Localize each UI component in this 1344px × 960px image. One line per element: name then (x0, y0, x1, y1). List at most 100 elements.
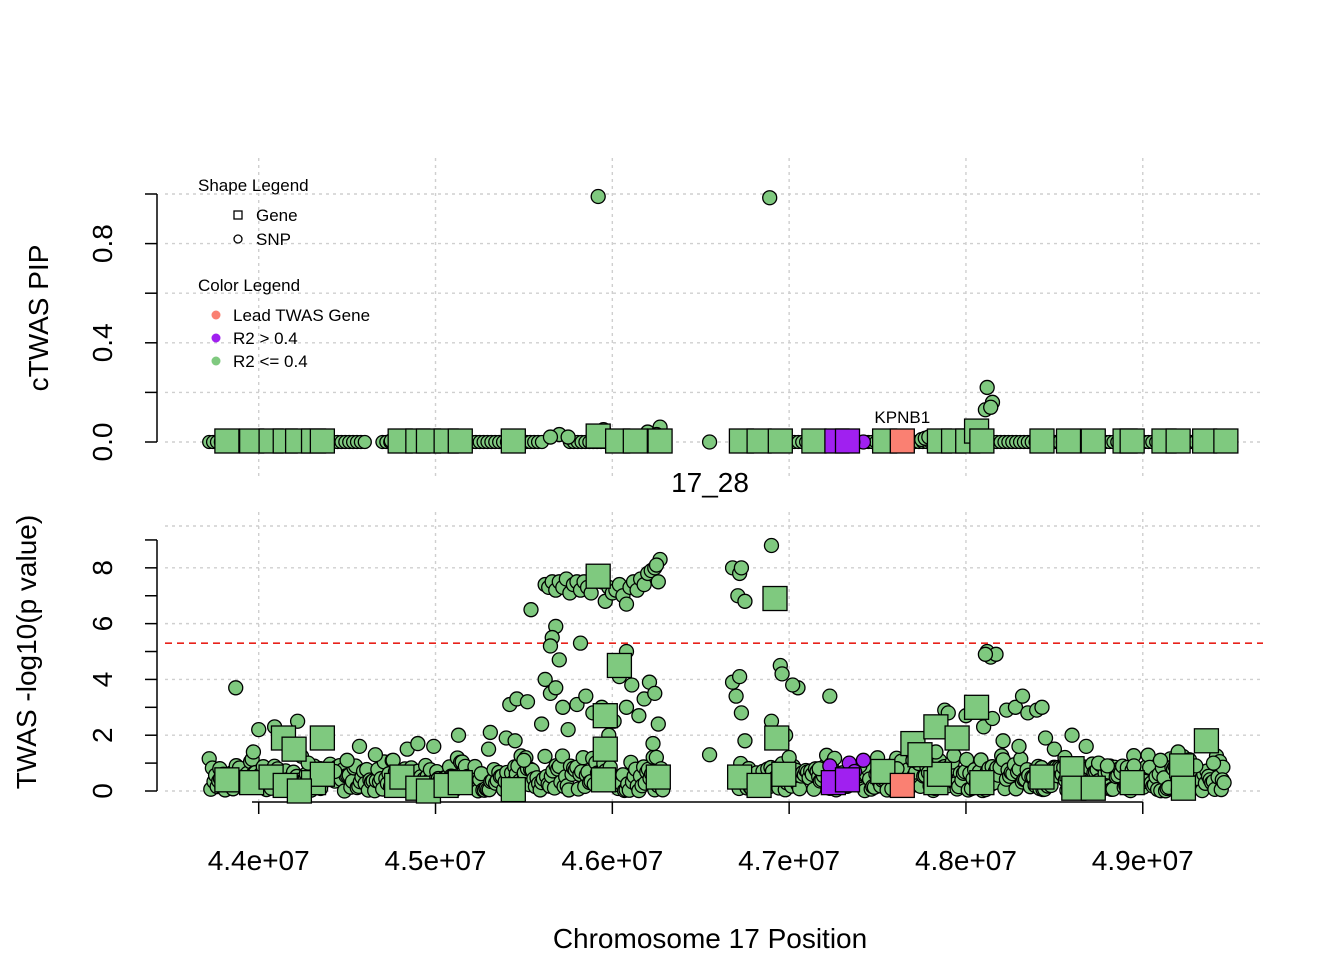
gene-point (1119, 428, 1145, 454)
gene-point (764, 725, 790, 751)
snp-point (650, 574, 666, 590)
snp-point (728, 688, 744, 704)
snp-point (482, 724, 498, 741)
gene-point (447, 769, 473, 796)
position-x-axis: 4.4e+07 4.5e+07 4.6e+07 4.7e+07 4.8e+07 4.9e+… (208, 801, 1194, 876)
pip-points (202, 188, 1239, 454)
snp-point (701, 747, 718, 763)
snp-point (1064, 727, 1080, 743)
gene-point (1169, 753, 1195, 779)
gene-point (767, 428, 793, 454)
snp-point (1007, 699, 1024, 715)
snp-point (533, 716, 550, 732)
gene-point (281, 736, 307, 762)
snp-point (1099, 758, 1116, 774)
gene-point (1029, 764, 1055, 790)
snp-point (647, 685, 663, 702)
gene-point (647, 428, 673, 454)
snp-point (1037, 730, 1054, 746)
gene-point (907, 742, 933, 768)
snp-point (251, 721, 267, 738)
twas-y-tick-label: 0 (87, 783, 118, 799)
snp-point (578, 688, 594, 704)
gene-point (1080, 428, 1106, 454)
x-tick-label: 4.9e+07 (1092, 845, 1194, 876)
gene-point (214, 428, 240, 454)
gene-point (746, 428, 772, 454)
gene-point (645, 764, 671, 790)
gene-point (309, 761, 336, 787)
snp-point (1152, 752, 1169, 768)
legend-color-label: R2 > 0.4 (233, 329, 298, 348)
x-tick-label: 4.4e+07 (208, 845, 310, 876)
snp-point (516, 752, 532, 768)
snp-point (519, 694, 536, 710)
twas-y-tick-label: 2 (87, 727, 118, 743)
gene-point (286, 778, 313, 804)
snp-point (554, 748, 571, 764)
gene-point (923, 714, 949, 740)
twas-y-tick-label: 8 (87, 560, 118, 576)
legend-color-label: Lead TWAS Gene (233, 306, 370, 325)
snp-point (357, 434, 372, 450)
snp-point (737, 593, 753, 609)
snp-point (1205, 755, 1222, 771)
snp-point (624, 677, 640, 693)
gene-point (1213, 428, 1239, 454)
snp-point (572, 635, 589, 651)
pip-panel: 0.0 0.4 0.8 cTWAS PIP Shape Legend Gene SNP… (23, 158, 1263, 478)
pip-y-tick-label: 0.8 (87, 224, 118, 263)
snp-point (542, 638, 559, 654)
snp-point (763, 537, 780, 554)
snp-point (762, 190, 778, 206)
gene-point (622, 428, 648, 454)
legend: Shape Legend Gene SNP Color Legend Lead T… (198, 176, 370, 371)
snp-point (733, 560, 750, 576)
gene-point (309, 428, 336, 454)
gene-point (963, 694, 990, 720)
snp-point (339, 752, 355, 768)
shape-legend-title: Shape Legend (198, 176, 309, 195)
snp-point (548, 680, 564, 696)
gene-point (590, 767, 617, 793)
snp-point (737, 733, 753, 749)
snp-point (450, 727, 467, 743)
snp-point (1011, 738, 1027, 755)
snp-point (1216, 774, 1232, 791)
snp-point (774, 666, 790, 682)
pip-y-axis: 0.0 0.4 0.8 (87, 193, 158, 462)
legend-shape-label: SNP (256, 230, 291, 249)
x-tick-label: 4.8e+07 (915, 845, 1017, 876)
pip-y-tick-label: 0.0 (87, 423, 118, 462)
twas-y-axis: 0 2 4 6 8 (87, 539, 158, 799)
gene-point (500, 776, 526, 803)
gene-point (1170, 775, 1197, 801)
color-legend-title: Color Legend (198, 276, 300, 295)
x-tick-label: 4.5e+07 (385, 845, 487, 876)
lead-gene-point (889, 428, 915, 454)
x-axis-title: Chromosome 17 Position (553, 923, 867, 954)
gene-point-high-r2 (834, 428, 861, 454)
snp-point (1046, 741, 1063, 757)
gene-point (606, 652, 633, 679)
twas-y-tick-label: 6 (87, 616, 118, 632)
snp-point (289, 713, 306, 729)
gene-point (771, 761, 797, 787)
snp-point (523, 602, 539, 618)
gene-point (592, 736, 618, 762)
gene-point (447, 428, 473, 454)
snp-point (979, 379, 995, 396)
legend-color-label: R2 <= 0.4 (233, 352, 308, 371)
snp-point (995, 733, 1011, 749)
legend-color-swatch (211, 333, 221, 343)
snp-point (648, 557, 665, 573)
snp-point (551, 652, 567, 668)
snp-point (1014, 688, 1031, 704)
gene-point (1193, 728, 1220, 754)
snp-point (977, 646, 994, 662)
snp-point (245, 744, 262, 760)
snp-point (590, 188, 606, 205)
gene-point (1055, 428, 1082, 454)
twas-pvalue-panel: 0 2 4 6 8 4.4e+07 4.5e+07 4.6e+07 4.7e+07 4.8e+0… (11, 512, 1263, 954)
snp-point (410, 735, 426, 752)
